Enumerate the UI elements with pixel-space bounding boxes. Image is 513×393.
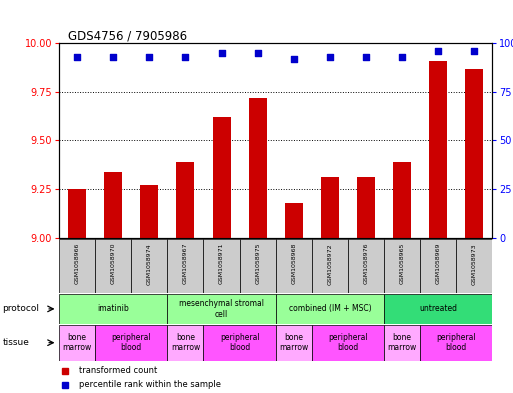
Text: GSM1058969: GSM1058969 [436,243,441,285]
Bar [95,325,167,361]
Bar [59,239,95,293]
Text: bone
marrow: bone marrow [279,333,308,353]
Bar [420,239,457,293]
Text: GSM1058974: GSM1058974 [147,243,152,285]
Bar [357,178,375,238]
Text: peripheral
blood: peripheral blood [437,333,476,353]
Bar [59,325,95,361]
Text: GSM1058970: GSM1058970 [111,243,115,285]
Bar [457,239,492,293]
Point [145,54,153,60]
Bar [384,294,492,324]
Point [218,50,226,56]
Bar [167,239,204,293]
Bar [212,117,230,238]
Text: GSM1058971: GSM1058971 [219,243,224,285]
Bar [285,203,303,238]
Text: bone
marrow: bone marrow [63,333,92,353]
Bar [321,178,339,238]
Bar [167,325,204,361]
Text: GSM1058975: GSM1058975 [255,243,260,285]
Bar [204,239,240,293]
Text: bone
marrow: bone marrow [171,333,200,353]
Bar [167,294,275,324]
Point [326,54,334,60]
Bar [95,239,131,293]
Point [73,54,81,60]
Bar [275,239,312,293]
Text: tissue: tissue [3,338,29,347]
Text: GSM1058965: GSM1058965 [400,243,405,284]
Text: percentile rank within the sample: percentile rank within the sample [78,380,221,389]
Text: peripheral
blood: peripheral blood [328,333,368,353]
Bar [384,325,420,361]
Point [362,54,370,60]
Bar [204,325,275,361]
Bar [140,185,159,238]
Bar [131,239,167,293]
Text: combined (IM + MSC): combined (IM + MSC) [289,305,371,313]
Bar [59,294,167,324]
Text: untreated: untreated [419,305,457,313]
Bar [240,239,275,293]
Text: peripheral
blood: peripheral blood [220,333,260,353]
Bar [348,239,384,293]
Bar [312,239,348,293]
Bar [176,162,194,238]
Text: GDS4756 / 7905986: GDS4756 / 7905986 [68,29,187,42]
Point [434,48,442,54]
Text: GSM1058976: GSM1058976 [364,243,368,285]
Bar [68,189,86,238]
Point [253,50,262,56]
Text: GSM1058972: GSM1058972 [327,243,332,285]
Text: GSM1058973: GSM1058973 [472,243,477,285]
Bar [465,68,483,238]
Bar [312,325,384,361]
Point [398,54,406,60]
Text: mesenchymal stromal
cell: mesenchymal stromal cell [179,299,264,319]
Point [470,48,479,54]
Text: GSM1058966: GSM1058966 [74,243,80,284]
Bar [275,325,312,361]
Text: bone
marrow: bone marrow [387,333,417,353]
Point [290,56,298,62]
Bar [384,239,420,293]
Text: imatinib: imatinib [97,305,129,313]
Text: transformed count: transformed count [78,366,157,375]
Bar [104,172,122,238]
Text: GSM1058967: GSM1058967 [183,243,188,285]
Bar [420,325,492,361]
Text: GSM1058968: GSM1058968 [291,243,297,284]
Bar [275,294,384,324]
Text: peripheral
blood: peripheral blood [111,333,151,353]
Bar [393,162,411,238]
Bar [429,61,447,238]
Bar [249,98,267,238]
Point [181,54,189,60]
Text: protocol: protocol [3,305,40,313]
Point [109,54,117,60]
